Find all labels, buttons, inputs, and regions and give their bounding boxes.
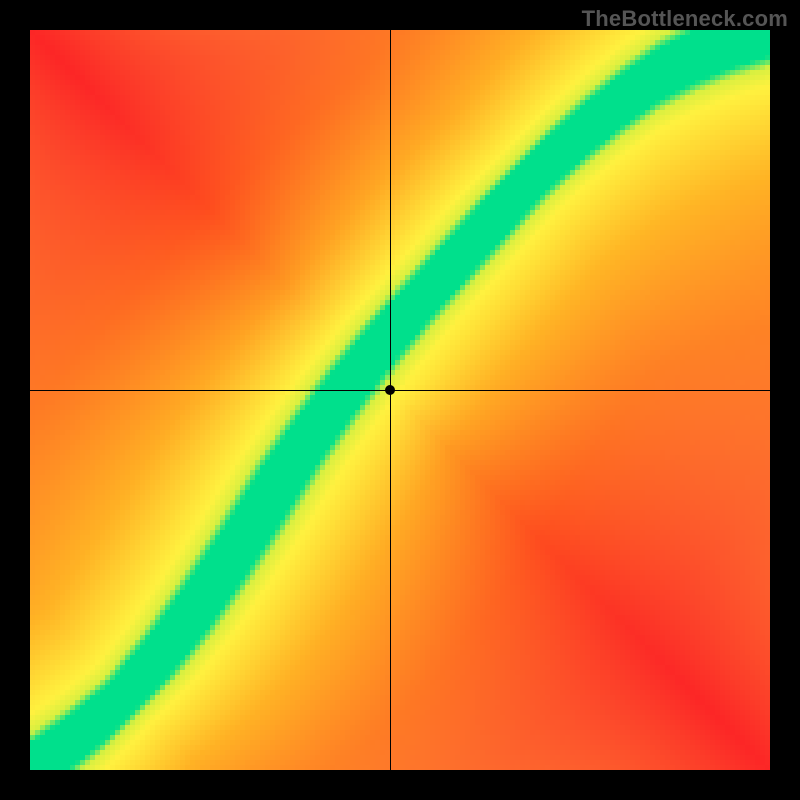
bottleneck-heatmap bbox=[30, 30, 770, 770]
chart-container: TheBottleneck.com bbox=[0, 0, 800, 800]
crosshair-marker bbox=[385, 385, 395, 395]
watermark-text: TheBottleneck.com bbox=[582, 6, 788, 32]
crosshair-vertical bbox=[390, 30, 391, 770]
crosshair-horizontal bbox=[30, 390, 770, 391]
